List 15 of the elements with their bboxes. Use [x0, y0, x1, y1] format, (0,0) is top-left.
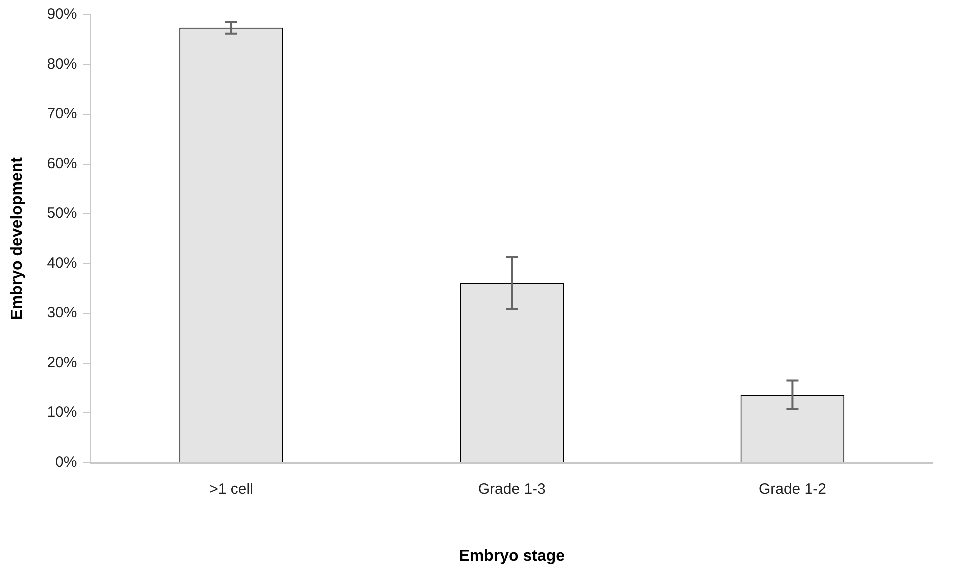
x-tick-label: Grade 1-3	[478, 480, 546, 498]
x-tick-label: >1 cell	[210, 480, 254, 498]
y-tick-label: 0%	[56, 454, 78, 471]
y-tick-label: 30%	[47, 304, 78, 322]
y-axis-title: Embryo development	[9, 156, 26, 320]
x-tick-label: Grade 1-2	[758, 480, 826, 498]
y-tick-label: 60%	[47, 155, 78, 172]
y-tick-label: 20%	[47, 354, 78, 372]
x-axis-title: Embryo stage	[459, 548, 566, 565]
y-tick-label: 40%	[47, 254, 78, 272]
y-tick-label: 70%	[47, 106, 78, 123]
y-tick-label: 50%	[47, 205, 78, 222]
y-tick-label: 10%	[47, 404, 78, 422]
y-tick-label: 90%	[47, 6, 78, 24]
y-tick-label: 80%	[47, 56, 78, 73]
